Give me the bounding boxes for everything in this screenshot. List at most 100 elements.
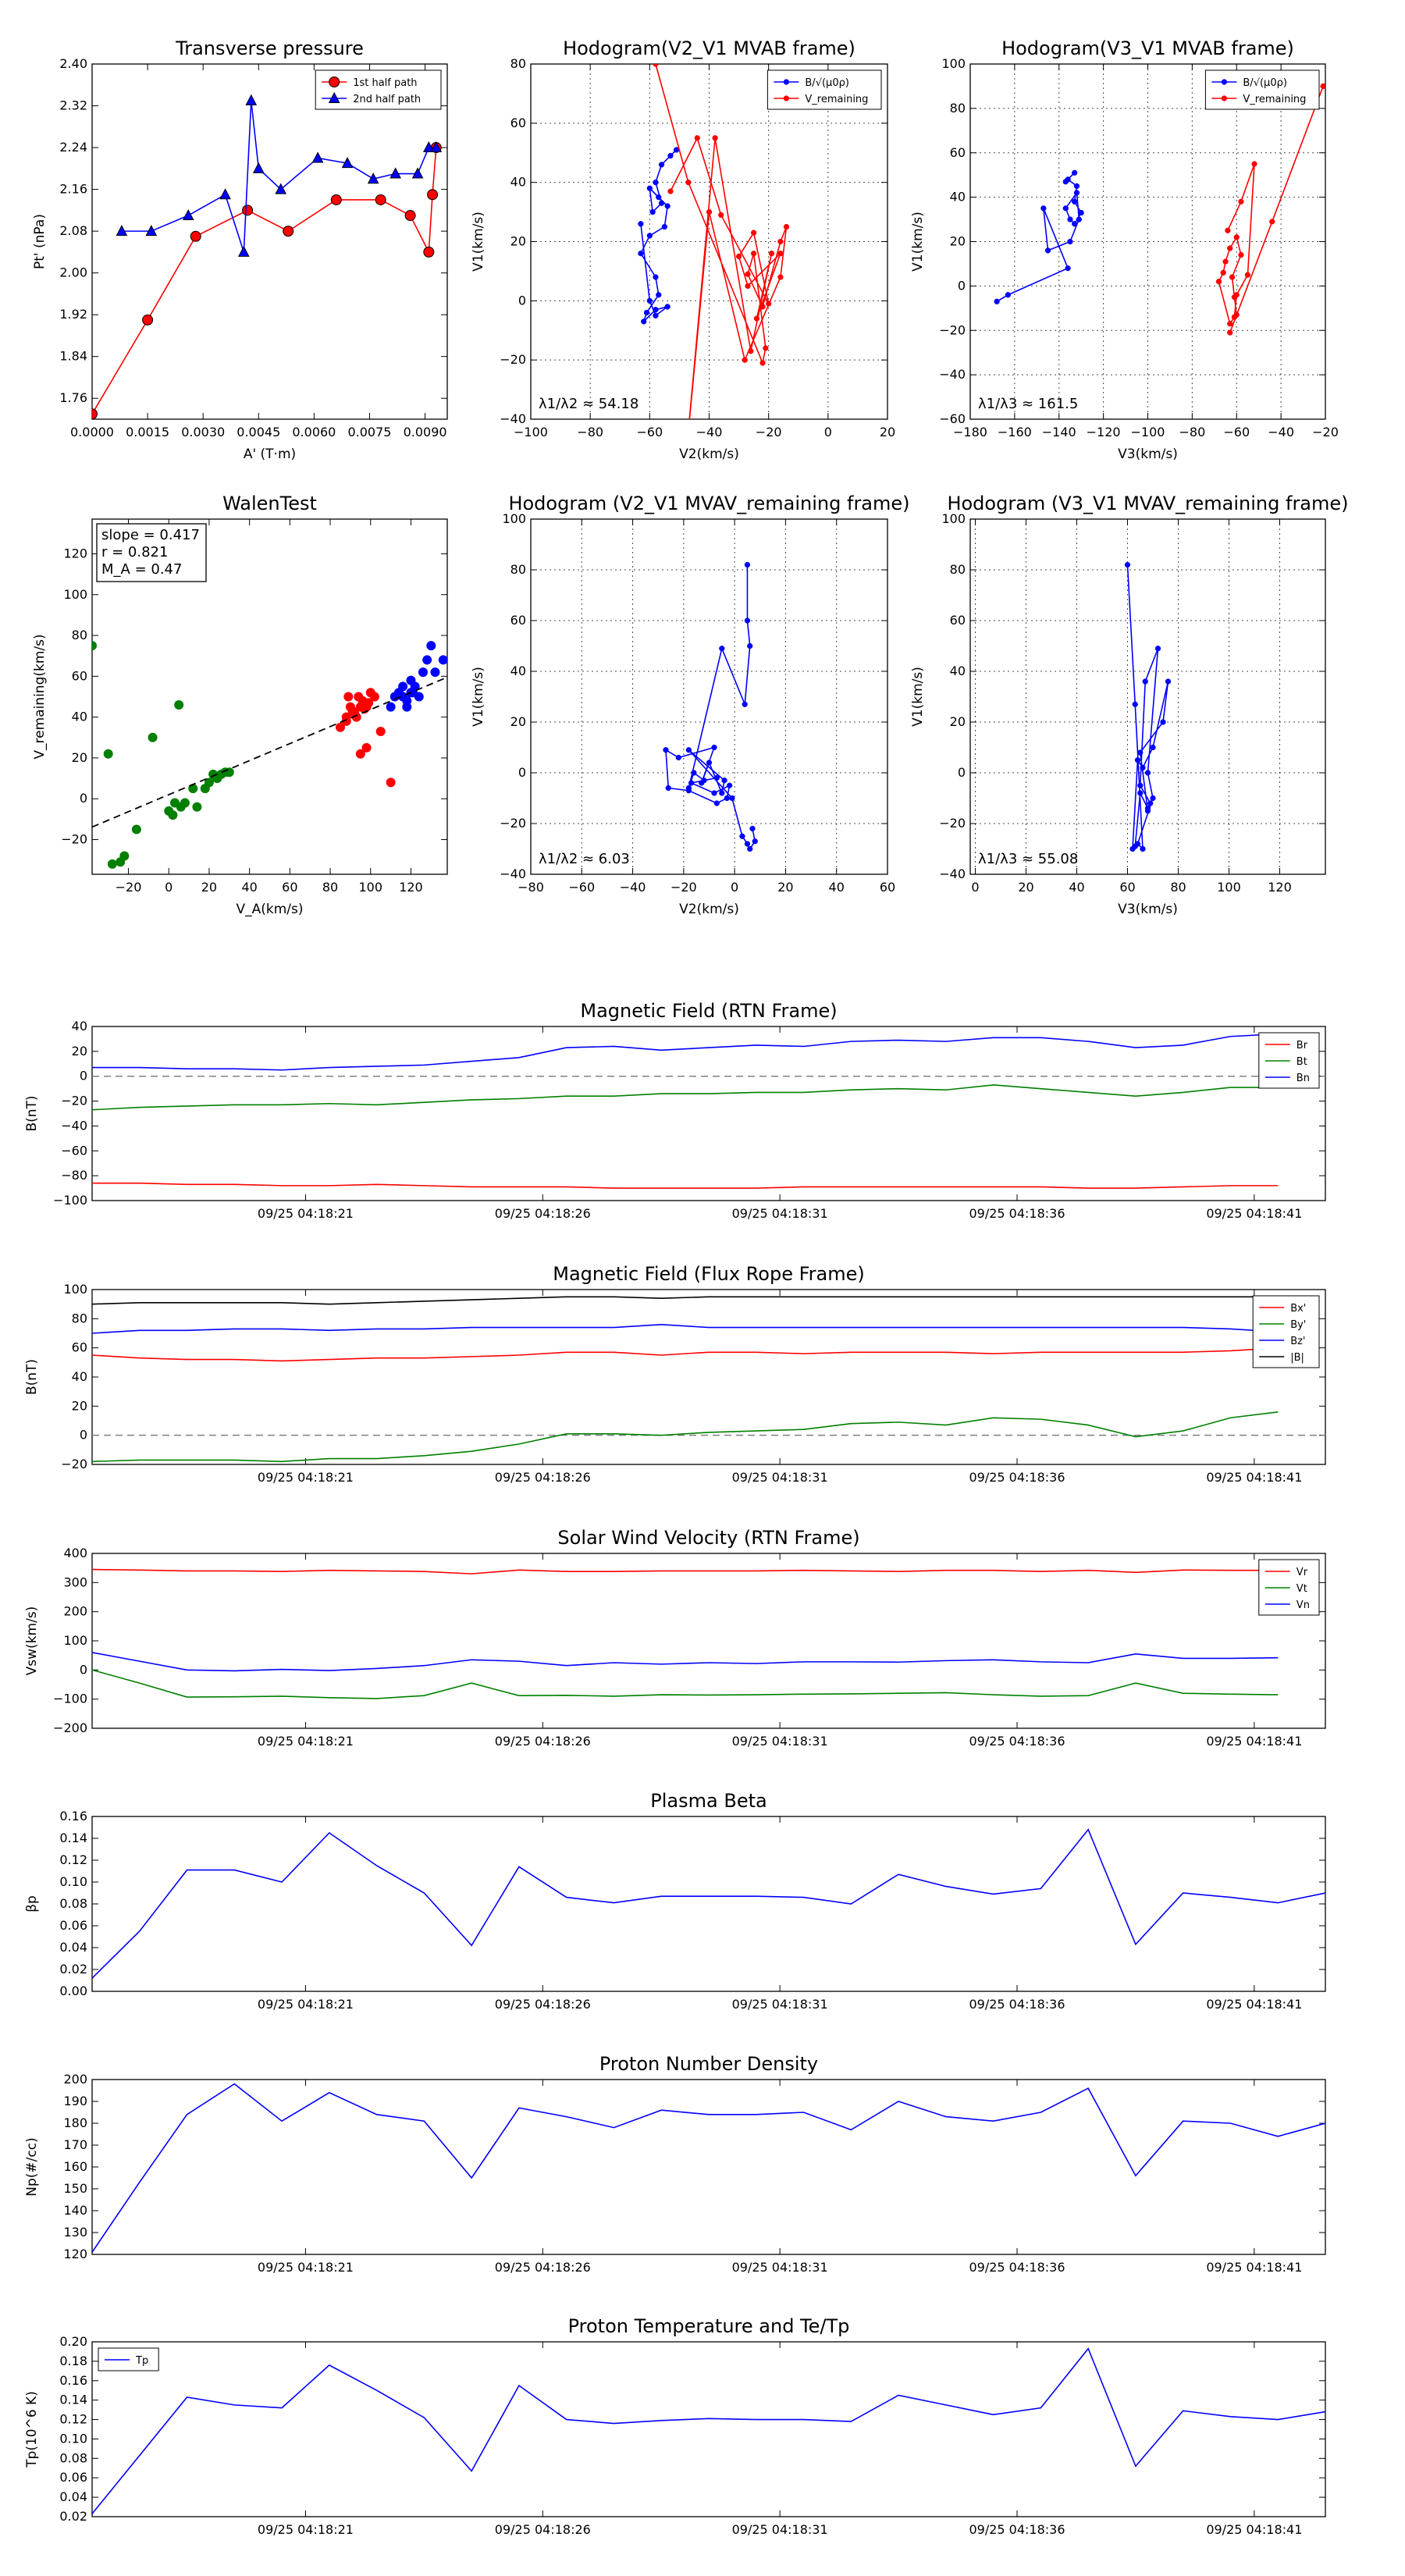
chart-hod3: −80 −60 −40 −20 0 20 40 60 −40 −20 0 20 40 60 80 100Hod… (471, 493, 910, 917)
vsw-xtick-label: 09/25 04:18:26 (495, 1734, 591, 1749)
hod1-point (742, 357, 748, 363)
hod1-xtick-label: −100 (514, 425, 548, 439)
hod4-ytick-label: 60 (950, 613, 966, 628)
tp-xtick-label: 0.0045 (237, 425, 280, 439)
hod1-xtick-label: −60 (636, 425, 663, 439)
walen-ytick-label: 120 (63, 546, 87, 560)
hod3-ytick-label: 0 (518, 765, 526, 780)
hod4-point (1147, 800, 1154, 806)
hod1-point (653, 312, 659, 318)
tp-point (275, 183, 287, 194)
np-xtick-label: 09/25 04:18:41 (1206, 2260, 1302, 2275)
hod2-point (1215, 279, 1222, 285)
chart-frfield: 09/25 04:18:21 09/25 04:18:26 09/25 04:18:… (24, 1263, 1326, 1485)
bfield-xtick-label: 09/25 04:18:21 (258, 1206, 354, 1221)
hod3-point (742, 701, 748, 707)
hod2-ytick-label: 80 (950, 101, 966, 116)
tp2-ytick-label: 0.18 (59, 2354, 87, 2368)
tp-ytick-label: 1.92 (59, 307, 87, 322)
hod3-ytick-label: 60 (510, 613, 526, 628)
tp2-xtick-label: 09/25 04:18:31 (732, 2522, 828, 2537)
walen-point (176, 802, 186, 812)
walen-ytick-label: 40 (72, 710, 87, 724)
hod3-point (713, 774, 720, 781)
tp-point (375, 194, 386, 205)
frfield-xtick-label: 09/25 04:18:21 (258, 1470, 354, 1485)
hod3-point (706, 760, 713, 766)
tp-legend-marker (329, 76, 340, 87)
bfield-ytick-label: −100 (53, 1193, 87, 1208)
bfield-ytick-label: 0 (80, 1069, 87, 1083)
vsw-legend-label: Vn (1297, 1599, 1310, 1611)
hod3-point (688, 780, 695, 786)
walen-xtick-label: 120 (399, 880, 423, 895)
hod2-ytick-label: −20 (939, 322, 966, 337)
hod3-point (719, 790, 725, 796)
beta-ytick-label: 0.16 (59, 1809, 87, 1823)
hod1-axes-frame (530, 63, 888, 420)
tp-point (219, 188, 231, 200)
hod3-series-line (665, 564, 756, 851)
hod4-point (1132, 843, 1138, 849)
hod1-point (783, 223, 790, 230)
bfield-legend-label: Bn (1297, 1073, 1310, 1084)
hod2-point (1067, 216, 1073, 222)
frfield-title: Magnetic Field (Flux Rope Frame) (553, 1263, 864, 1285)
hod3-ytick-label: 100 (502, 511, 526, 526)
tp-ylabel: Pt' (nPa) (32, 214, 48, 269)
hod2-point (1269, 219, 1275, 225)
bfield-ytick-label: −20 (61, 1094, 87, 1108)
tp2-xtick-label: 09/25 04:18:41 (1206, 2522, 1302, 2537)
walen-xtick-label: −20 (116, 880, 142, 895)
hod2-xtick-label: −60 (1223, 425, 1250, 439)
hod1-point (735, 253, 742, 260)
hod2-point (1225, 227, 1231, 233)
bfield-axes-frame (91, 1026, 1326, 1201)
hod2-point (1072, 221, 1078, 227)
tp-legend-marker (328, 91, 340, 103)
hod3-point (724, 795, 730, 802)
frfield-plot-area (92, 1296, 1325, 1463)
hod2-point (1062, 205, 1069, 212)
walen-point (164, 806, 174, 816)
walen-point (92, 641, 97, 651)
walen-point (398, 681, 408, 692)
tp-plot-area (92, 94, 443, 419)
hod4-xtick-label: 80 (1170, 880, 1186, 895)
bfield-legend-label: Br (1297, 1040, 1308, 1051)
hod2-point (1320, 83, 1325, 90)
hod4-xtick-label: 120 (1268, 880, 1292, 895)
hod1-series-line (655, 64, 788, 419)
frfield-ytick-label: 100 (63, 1282, 87, 1297)
walen-point (438, 655, 447, 665)
tp-point (341, 157, 354, 169)
hod3-ytick-label: −40 (500, 866, 526, 881)
hod3-point (749, 825, 756, 832)
frfield-series-Bz-line (92, 1323, 1279, 1334)
hod1-point (750, 229, 757, 236)
hod4-title: Hodogram (V3_V1 MVAV_remaining frame) (947, 493, 1348, 514)
tp-point (92, 408, 98, 419)
hod3-point (691, 770, 697, 776)
walen-point (369, 692, 379, 702)
hod2-point (1076, 216, 1082, 222)
walen-fit-line (92, 676, 447, 828)
hod1-point (777, 274, 784, 280)
hod1-point (694, 135, 700, 141)
hod2-xtick-label: −140 (1042, 425, 1076, 439)
frfield-ytick-label: 0 (80, 1428, 87, 1443)
hod1-point (706, 208, 713, 215)
hod3-xtick-label: −60 (568, 880, 595, 895)
frfield-series-By-line (92, 1411, 1279, 1463)
np-xtick-label: 09/25 04:18:21 (258, 2260, 354, 2275)
frfield-legend-label: Bz' (1290, 1336, 1305, 1347)
walen-point (375, 726, 386, 736)
walen-point (408, 688, 418, 698)
hod1-point (646, 185, 653, 191)
frfield-series-B-line (92, 1296, 1279, 1305)
walen-point (131, 824, 141, 834)
vsw-ytick-label: 300 (63, 1574, 87, 1589)
hod2-axes-frame (969, 63, 1326, 420)
tp-point (245, 94, 258, 105)
hod4-ytick-label: −40 (939, 866, 966, 881)
